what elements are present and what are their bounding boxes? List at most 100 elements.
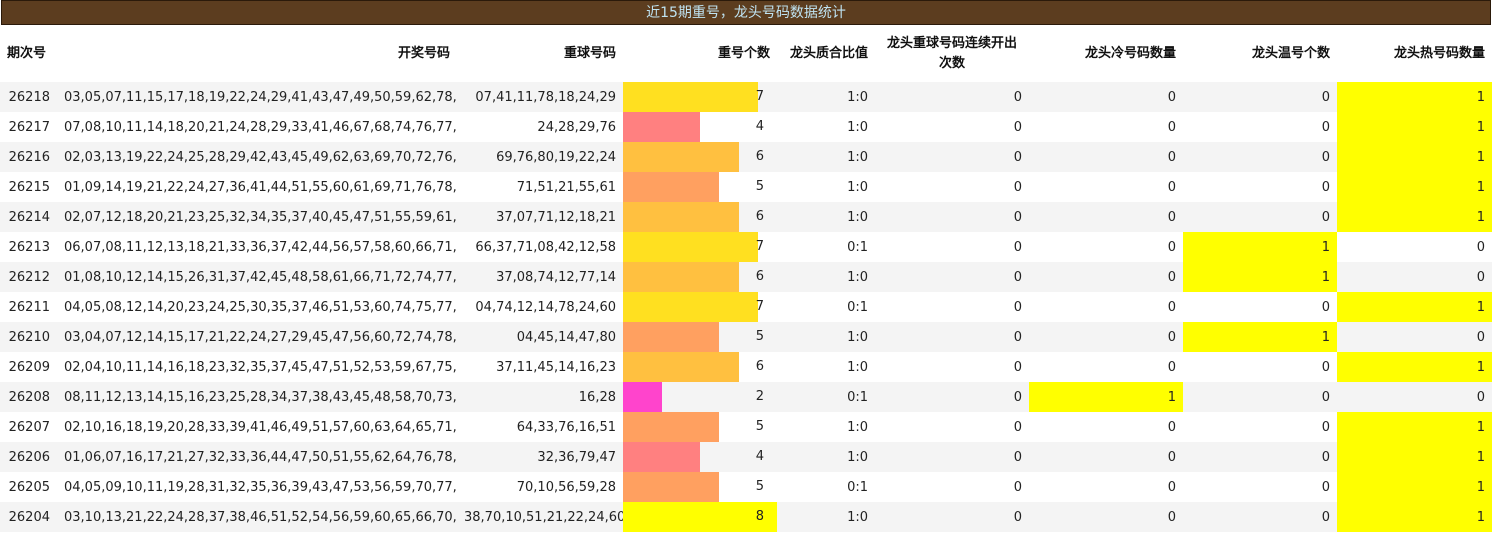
cell-ratio: 0:1 <box>777 472 875 502</box>
repeat-count-value: 5 <box>755 419 764 434</box>
header-hot[interactable]: 龙头热号码数量 <box>1393 46 1485 61</box>
cell-repeat-count: 4 <box>623 442 777 472</box>
cell-hot: 0 <box>1337 262 1492 292</box>
cell-repeat: 24,28,29,76 <box>457 112 623 142</box>
cell-cold: 0 <box>1029 82 1183 112</box>
table-row[interactable]: 26211 04,05,08,12,14,20,23,24,25,30,35,37… <box>0 292 1492 322</box>
cell-cold: 0 <box>1029 352 1183 382</box>
cell-consec: 0 <box>875 502 1029 532</box>
table-row[interactable]: 26213 06,07,08,11,12,13,18,21,33,36,37,42… <box>0 232 1492 262</box>
cell-issue: 26218 <box>0 82 57 112</box>
cell-cold: 0 <box>1029 232 1183 262</box>
cell-repeat: 66,37,71,08,42,12,58 <box>457 232 623 262</box>
repeat-count-bar <box>623 502 777 532</box>
repeat-count-bar <box>623 472 719 502</box>
cell-warm: 0 <box>1183 82 1337 112</box>
repeat-count-value: 7 <box>755 239 764 254</box>
repeat-count-bar <box>623 292 758 322</box>
header-consec[interactable]: 龙头重球号码连续开出次数 <box>886 36 1017 71</box>
cell-ratio: 1:0 <box>777 82 875 112</box>
cell-ratio: 0:1 <box>777 292 875 322</box>
header-cold[interactable]: 龙头冷号码数量 <box>1084 46 1176 61</box>
cell-repeat-count: 6 <box>623 142 777 172</box>
table-row[interactable]: 26207 02,10,16,18,19,20,28,33,39,41,46,49… <box>0 412 1492 442</box>
cell-ratio: 1:0 <box>777 322 875 352</box>
cell-issue: 26211 <box>0 292 57 322</box>
table-row[interactable]: 26209 02,04,10,11,14,16,18,23,32,35,37,45… <box>0 352 1492 382</box>
table-row[interactable]: 26215 01,09,14,19,21,22,24,27,36,41,44,51… <box>0 172 1492 202</box>
header-issue[interactable]: 期次号 <box>7 46 47 61</box>
cell-issue: 26215 <box>0 172 57 202</box>
cell-cold: 0 <box>1029 262 1183 292</box>
header-ratio[interactable]: 龙头质合比值 <box>789 46 868 61</box>
cell-ratio: 1:0 <box>777 112 875 142</box>
cell-consec: 0 <box>875 292 1029 322</box>
cell-issue: 26216 <box>0 142 57 172</box>
repeat-count-bar <box>623 82 758 112</box>
cell-repeat-count: 6 <box>623 352 777 382</box>
cell-consec: 0 <box>875 412 1029 442</box>
cell-hot: 1 <box>1337 112 1492 142</box>
cell-issue: 26212 <box>0 262 57 292</box>
cell-issue: 26207 <box>0 412 57 442</box>
cell-repeat-count: 4 <box>623 112 777 142</box>
repeat-count-bar <box>623 202 739 232</box>
cell-consec: 0 <box>875 202 1029 232</box>
cell-issue: 26205 <box>0 472 57 502</box>
table-row[interactable]: 26204 03,10,13,21,22,24,28,37,38,46,51,52… <box>0 502 1492 532</box>
cell-repeat-count: 8 <box>623 502 777 532</box>
repeat-count-value: 6 <box>755 149 764 164</box>
cell-repeat-count: 2 <box>623 382 777 412</box>
cell-repeat: 37,11,45,14,16,23 <box>457 352 623 382</box>
cell-hot: 1 <box>1337 142 1492 172</box>
cell-repeat-count: 5 <box>623 172 777 202</box>
header-repeat[interactable]: 重球号码 <box>563 46 616 61</box>
table-row[interactable]: 26218 03,05,07,11,15,17,18,19,22,24,29,41… <box>0 82 1492 112</box>
cell-repeat-count: 6 <box>623 202 777 232</box>
cell-cold: 0 <box>1029 142 1183 172</box>
cell-hot: 0 <box>1337 382 1492 412</box>
header-warm[interactable]: 龙头温号个数 <box>1251 46 1330 61</box>
table-row[interactable]: 26212 01,08,10,12,14,15,26,31,37,42,45,48… <box>0 262 1492 292</box>
cell-cold: 0 <box>1029 112 1183 142</box>
repeat-count-value: 7 <box>755 299 764 314</box>
table-body: 26218 03,05,07,11,15,17,18,19,22,24,29,41… <box>0 82 1492 532</box>
table-row[interactable]: 26210 03,04,07,12,14,15,17,21,22,24,27,29… <box>0 322 1492 352</box>
table-title: 近15期重号，龙头号码数据统计 <box>1 0 1491 25</box>
cell-warm: 0 <box>1183 502 1337 532</box>
cell-cold: 0 <box>1029 322 1183 352</box>
header-draw[interactable]: 开奖号码 <box>397 46 450 61</box>
repeat-count-value: 4 <box>755 119 764 134</box>
repeat-count-value: 2 <box>755 389 764 404</box>
cell-warm: 0 <box>1183 172 1337 202</box>
cell-ratio: 1:0 <box>777 262 875 292</box>
table-row[interactable]: 26216 02,03,13,19,22,24,25,28,29,42,43,45… <box>0 142 1492 172</box>
repeat-count-value: 5 <box>755 179 764 194</box>
cell-hot: 1 <box>1337 412 1492 442</box>
cell-issue: 26213 <box>0 232 57 262</box>
cell-hot: 1 <box>1337 442 1492 472</box>
cell-repeat: 37,08,74,12,77,14 <box>457 262 623 292</box>
cell-cold: 0 <box>1029 502 1183 532</box>
cell-repeat-count: 7 <box>623 82 777 112</box>
table-row[interactable]: 26206 01,06,07,16,17,21,27,32,33,36,44,47… <box>0 442 1492 472</box>
cell-cold: 0 <box>1029 202 1183 232</box>
cell-repeat: 64,33,76,16,51 <box>457 412 623 442</box>
table-row[interactable]: 26217 07,08,10,11,14,18,20,21,24,28,29,33… <box>0 112 1492 142</box>
cell-ratio: 1:0 <box>777 412 875 442</box>
table-row[interactable]: 26214 02,07,12,18,20,21,23,25,32,34,35,37… <box>0 202 1492 232</box>
cell-warm: 0 <box>1183 202 1337 232</box>
cell-hot: 1 <box>1337 202 1492 232</box>
header-repeat-count[interactable]: 重号个数 <box>717 46 770 61</box>
table-row[interactable]: 26208 08,11,12,13,14,15,16,23,25,28,34,37… <box>0 382 1492 412</box>
cell-cold: 1 <box>1029 382 1183 412</box>
cell-consec: 0 <box>875 352 1029 382</box>
cell-cold: 0 <box>1029 292 1183 322</box>
cell-hot: 1 <box>1337 172 1492 202</box>
cell-draw: 03,04,07,12,14,15,17,21,22,24,27,29,45,4… <box>57 322 457 352</box>
table-row[interactable]: 26205 04,05,09,10,11,19,28,31,32,35,36,39… <box>0 472 1492 502</box>
cell-issue: 26208 <box>0 382 57 412</box>
cell-issue: 26204 <box>0 502 57 532</box>
cell-repeat: 04,74,12,14,78,24,60 <box>457 292 623 322</box>
cell-ratio: 0:1 <box>777 232 875 262</box>
